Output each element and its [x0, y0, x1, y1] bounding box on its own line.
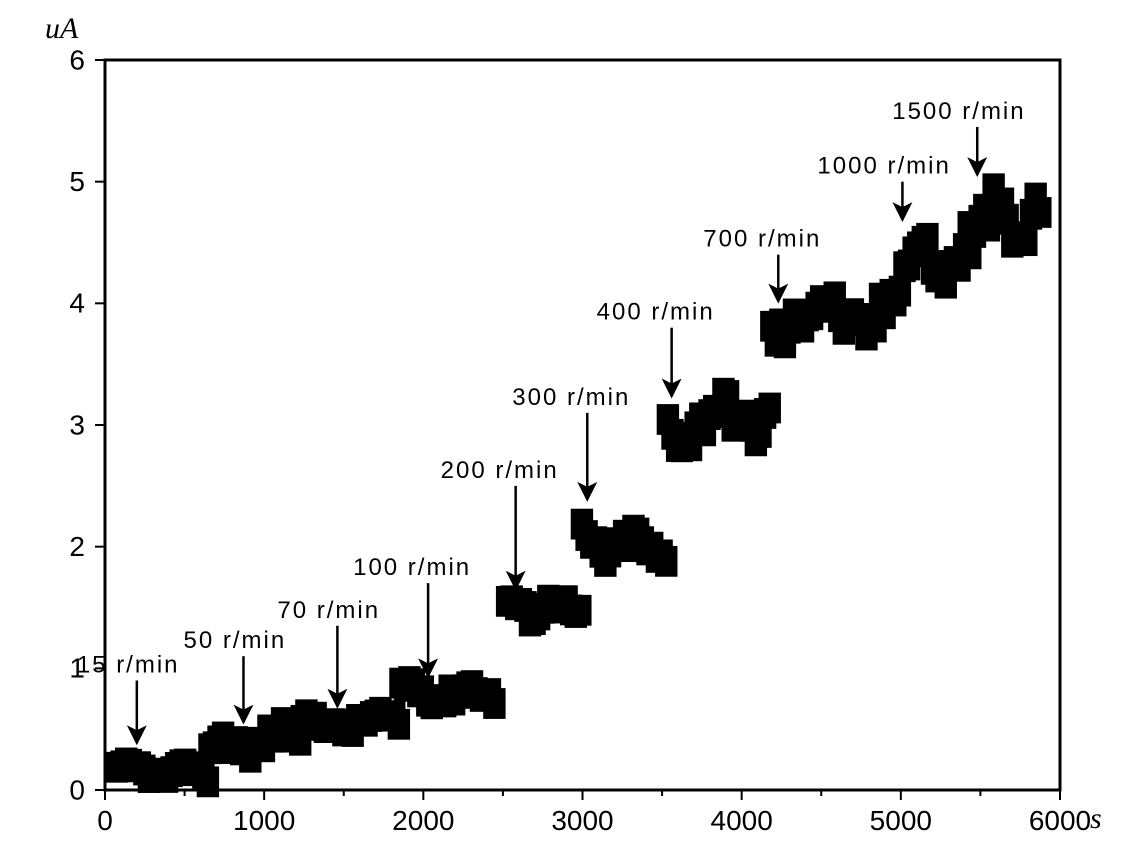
y-tick-label: 5	[69, 166, 85, 197]
x-axis-label: s	[1090, 802, 1102, 835]
data-point	[759, 393, 781, 424]
annotation-label: 1000 r/min	[817, 153, 950, 180]
data-series	[106, 173, 1052, 797]
x-tick-label: 5000	[870, 805, 932, 836]
chart-container: 01000200030004000500060000123456suA15 r/…	[0, 0, 1128, 856]
x-tick-label: 6000	[1029, 805, 1091, 836]
annotation-label: 50 r/min	[183, 627, 286, 654]
y-axis-label: uA	[45, 12, 79, 45]
y-tick-label: 3	[69, 409, 85, 440]
x-tick-label: 1000	[233, 805, 295, 836]
data-point	[916, 223, 938, 254]
annotation-label: 100 r/min	[353, 554, 471, 581]
data-point	[1029, 197, 1051, 228]
x-tick-label: 2000	[392, 805, 454, 836]
annotation-label: 400 r/min	[597, 299, 715, 326]
annotation-label: 700 r/min	[703, 226, 821, 253]
data-point	[388, 709, 410, 740]
annotation-label: 15 r/min	[77, 652, 180, 679]
data-point	[1015, 225, 1037, 256]
annotation-label: 70 r/min	[277, 597, 380, 624]
x-tick-label: 4000	[711, 805, 773, 836]
data-point	[483, 688, 505, 719]
y-tick-label: 2	[69, 531, 85, 562]
annotation-label: 1500 r/min	[892, 98, 1025, 125]
x-tick-label: 3000	[551, 805, 613, 836]
data-point	[569, 595, 591, 626]
y-tick-label: 4	[69, 288, 85, 319]
annotation-label: 200 r/min	[441, 457, 559, 484]
annotation-label: 300 r/min	[512, 384, 630, 411]
y-tick-label: 6	[69, 44, 85, 75]
chart-svg: 01000200030004000500060000123456suA15 r/…	[0, 0, 1128, 856]
y-tick-label: 0	[69, 774, 85, 805]
x-tick-label: 0	[97, 805, 113, 836]
data-point	[197, 766, 219, 797]
data-point	[655, 546, 677, 577]
